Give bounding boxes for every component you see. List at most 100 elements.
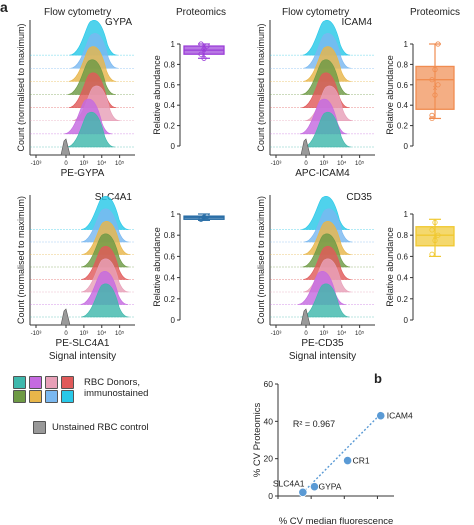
box-y-label: Relative abundance: [385, 55, 395, 135]
box-y-tick-label: 0: [171, 316, 176, 325]
scatter-panel-b: 0 20 40 60 % CV Proteomics % CV median fluore…: [252, 379, 413, 525]
hist-x-tick-label: -10³: [271, 161, 282, 167]
hist-y-label: Count (normalised to maximum): [16, 196, 26, 324]
legend-donor-swatches-row2: [13, 390, 74, 403]
box-point: [432, 92, 438, 98]
box-y-tick-label: 0.4: [397, 101, 409, 110]
hist-protein-label: ICAM4: [341, 17, 372, 28]
legend-donor-swatch-3: [45, 376, 58, 389]
legend-donor-swatch-8: [61, 390, 74, 403]
hist-x-tick-label: -10³: [271, 331, 282, 337]
header-proteomics-left: Proteomics: [176, 7, 226, 18]
box-y-tick-label: 1: [404, 210, 409, 219]
box-point: [435, 82, 441, 88]
legend-donor-swatch-4: [61, 376, 74, 389]
hist-x-tick-label: 10⁵: [355, 330, 365, 337]
box-y-tick-label: 0.2: [164, 122, 176, 131]
box-point: [429, 112, 435, 119]
box-y-tick-label: 0.4: [164, 274, 176, 283]
box-point: [429, 227, 435, 233]
histogram-donor-1: [81, 283, 130, 318]
box-y-tick-label: 1: [171, 40, 176, 49]
legend-donor-swatch-7: [45, 390, 58, 403]
legend-control-label: Unstained RBC control: [52, 422, 149, 433]
box-point: [198, 51, 204, 57]
box-y-tick-label: 0.6: [397, 81, 409, 90]
hist-protein-label: GYPA: [105, 17, 132, 28]
hist-signal-label: Signal intensity: [289, 351, 356, 362]
box-y-tick-label: 0.2: [397, 295, 409, 304]
hist-x-tick-label: 10⁴: [97, 160, 107, 167]
scatter-point-label: GYPA: [318, 482, 341, 492]
box-mean-marker: ×: [432, 83, 437, 93]
box-y-tick-label: 0: [404, 316, 409, 325]
hist-x-tick-label: 10³: [80, 331, 89, 337]
scatter-y-tick-label: 40: [264, 416, 274, 426]
box-y-tick-label: 0.8: [397, 60, 409, 69]
histogram-donor-1: [66, 111, 115, 148]
hist-x-tick-label: 10⁴: [337, 330, 347, 337]
legend-donor-swatch-5: [13, 390, 26, 403]
box-point: [198, 41, 204, 47]
box-y-tick-label: 0.4: [397, 274, 409, 283]
hist-signal-label: Signal intensity: [49, 351, 116, 362]
boxplot-panel-cd35-proteomics: 0 0.2 0.4 0.6 0.8 1 Relative abundance ×: [385, 210, 455, 325]
box-point: [429, 115, 435, 122]
hist-x-tick-label: 10⁵: [115, 160, 125, 167]
histogram-panel-icam4: ICAM4 Count (normalised to maximum) -10³ 0 1…: [256, 17, 375, 179]
histogram-donor-1: [303, 111, 352, 148]
box-point: [432, 219, 438, 226]
scatter-point-label: SLC4A1: [273, 478, 305, 488]
box-point: [201, 55, 207, 61]
histogram-panel-cd35: CD35 Count (normalised to maximum) -10³ 0 10…: [256, 192, 375, 362]
box-point: [435, 232, 441, 238]
boxplot-panel-slc4a1-proteomics: 0 0.2 0.4 0.6 0.8 1 Relative abundance ×: [152, 210, 225, 325]
scatter-point-slc4a1: [298, 487, 308, 497]
legend-donor-swatch-2: [29, 376, 42, 389]
box-y-tick-label: 0: [171, 142, 176, 151]
histogram-donor-1: [301, 283, 350, 318]
histogram-unstained-control: [300, 308, 311, 326]
legend-donors-label: RBC Donors, immunostained: [84, 377, 149, 399]
box-y-label: Relative abundance: [385, 227, 395, 307]
box-mean-marker: ×: [432, 231, 437, 241]
hist-y-label: Count (normalised to maximum): [256, 23, 266, 151]
hist-x-tick-label: 10³: [320, 331, 329, 337]
hist-y-label: Count (normalised to maximum): [16, 23, 26, 151]
scatter-r2-annotation: R² = 0.967: [293, 419, 335, 429]
box-y-tick-label: 1: [404, 40, 409, 49]
box-y-tick-label: 0.2: [397, 122, 409, 131]
scatter-y-tick-label: 60: [264, 379, 274, 389]
hist-x-tick-label: 10⁴: [337, 160, 347, 167]
box-point: [435, 41, 441, 47]
box-y-tick-label: 0.6: [397, 252, 409, 261]
box-y-label: Relative abundance: [152, 55, 162, 135]
box-y-label: Relative abundance: [152, 227, 162, 307]
scatter-point-cr1: [342, 455, 353, 466]
scatter-trend-line: [299, 413, 382, 497]
panel-label-a: a: [0, 0, 8, 15]
box-y-tick-label: 0.8: [164, 231, 176, 240]
scatter-point-icam4: [376, 411, 386, 421]
scatter-point-gypa: [309, 482, 320, 492]
hist-x-tick-label: -10³: [31, 161, 42, 167]
scatter-y-tick-label: 20: [264, 454, 274, 464]
scatter-x-label: % CV median fluorescence: [279, 516, 394, 525]
hist-x-tick-label: 0: [304, 161, 308, 167]
panel-label-b: b: [374, 371, 382, 386]
hist-x-tick-label: 0: [64, 331, 68, 337]
legend-donor-swatches-row1: [13, 376, 74, 389]
box-point: [201, 46, 207, 52]
histogram-unstained-control: [300, 138, 311, 156]
histogram-unstained-control: [60, 308, 71, 326]
box-point: [432, 237, 438, 244]
boxplot-panel-icam4-proteomics: 0 0.2 0.4 0.6 0.8 1 Relative abundance ×: [385, 40, 455, 151]
box-point: [429, 77, 435, 83]
hist-protein-label: CD35: [346, 192, 372, 203]
box-y-tick-label: 1: [171, 210, 176, 219]
box-point: [429, 251, 435, 257]
box-y-tick-label: 0.6: [164, 252, 176, 261]
box-mean-marker: ×: [201, 45, 206, 55]
box-y-tick-label: 0.2: [164, 295, 176, 304]
